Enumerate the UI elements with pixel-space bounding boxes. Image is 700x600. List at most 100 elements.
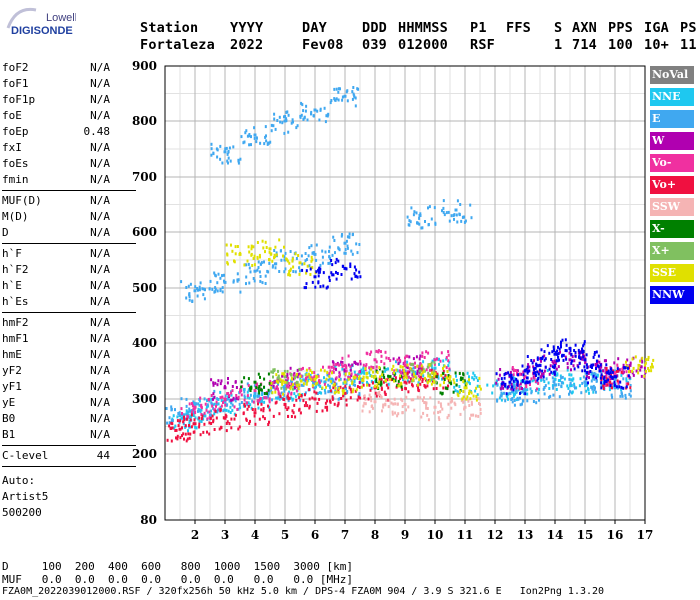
echo-pixel xyxy=(332,235,335,239)
echo-pixel xyxy=(166,421,169,425)
echo-pixel xyxy=(429,363,432,367)
echo-pixel xyxy=(543,358,546,362)
echo-pixel xyxy=(191,402,193,406)
echo-pixel xyxy=(284,267,287,271)
autoscale-text-2: 500200 xyxy=(2,506,42,519)
echo-pixel xyxy=(428,379,431,383)
data-point xyxy=(298,261,302,265)
echo-pixel xyxy=(291,257,294,261)
param-label: fxI xyxy=(2,141,22,154)
echo-pixel xyxy=(317,374,320,378)
echo-pixel xyxy=(253,263,256,267)
echo-pixel xyxy=(308,388,311,392)
echo-pixel xyxy=(212,392,215,396)
echo-pixel xyxy=(621,394,624,398)
echo-pixel xyxy=(470,216,473,220)
echo-pixel xyxy=(400,397,403,401)
param-value: N/A xyxy=(90,348,110,361)
echo-pixel xyxy=(360,385,363,389)
data-point xyxy=(403,380,407,384)
echo-pixel xyxy=(523,376,526,380)
echo-pixel xyxy=(503,376,506,380)
echo-pixel xyxy=(385,379,387,383)
echo-pixel xyxy=(359,396,362,400)
echo-pixel xyxy=(225,243,228,247)
echo-pixel xyxy=(444,386,447,390)
echo-pixel xyxy=(329,101,332,105)
echo-pixel xyxy=(566,384,569,388)
echo-pixel xyxy=(399,377,401,381)
echo-pixel xyxy=(558,358,560,362)
echo-pixel xyxy=(300,367,303,371)
series-nnw xyxy=(301,257,630,396)
echo-pixel xyxy=(213,408,216,412)
data-point xyxy=(343,94,347,98)
echo-pixel xyxy=(281,121,284,125)
echo-pixel xyxy=(408,380,411,384)
param-label: hmE xyxy=(2,348,22,361)
echo-pixel xyxy=(335,376,338,380)
echo-pixel xyxy=(381,373,383,377)
echo-pixel xyxy=(616,379,619,383)
param-label: foF1p xyxy=(2,93,36,106)
echo-pixel xyxy=(417,383,419,387)
echo-pixel xyxy=(385,356,388,360)
echo-pixel xyxy=(520,380,523,384)
echo-pixel xyxy=(380,387,383,391)
echo-pixel xyxy=(248,250,251,254)
echo-pixel xyxy=(602,384,605,388)
echo-pixel xyxy=(544,365,547,369)
echo-pixel xyxy=(640,365,643,369)
echo-pixel xyxy=(201,287,204,291)
echo-pixel xyxy=(321,249,324,253)
echo-pixel xyxy=(443,378,446,381)
echo-pixel xyxy=(226,261,229,265)
param-label: hmF2 xyxy=(2,316,29,329)
echo-pixel xyxy=(203,297,206,301)
echo-pixel xyxy=(242,141,245,145)
echo-pixel xyxy=(573,384,576,388)
echo-pixel xyxy=(178,411,181,415)
echo-pixel xyxy=(433,379,435,383)
echo-pixel xyxy=(179,436,182,440)
echo-pixel xyxy=(280,386,283,390)
echo-pixel xyxy=(181,426,183,430)
echo-pixel xyxy=(315,376,318,379)
echo-pixel xyxy=(188,295,191,299)
echo-pixel xyxy=(319,263,322,267)
echo-pixel xyxy=(168,424,171,428)
echo-pixel xyxy=(467,399,470,403)
echo-pixel xyxy=(613,378,616,382)
echo-pixel xyxy=(230,398,233,402)
echo-pixel xyxy=(306,379,309,383)
echo-pixel xyxy=(195,426,198,430)
echo-pixel xyxy=(470,391,473,395)
echo-pixel xyxy=(513,384,516,388)
echo-pixel xyxy=(206,417,209,421)
echo-pixel xyxy=(552,380,555,384)
echo-pixel xyxy=(225,403,228,407)
echo-pixel xyxy=(347,377,350,381)
echo-pixel xyxy=(242,404,245,408)
echo-pixel xyxy=(214,381,217,385)
echo-pixel xyxy=(259,275,262,278)
echo-pixel xyxy=(198,403,201,407)
echo-pixel xyxy=(236,272,239,276)
echo-pixel xyxy=(465,382,468,386)
echo-pixel xyxy=(640,374,643,378)
echo-pixel xyxy=(448,219,451,223)
echo-pixel xyxy=(588,370,591,374)
echo-pixel xyxy=(403,369,405,373)
echo-pixel xyxy=(224,398,227,402)
echo-pixel xyxy=(300,379,302,383)
echo-pixel xyxy=(210,394,213,397)
echo-pixel xyxy=(591,387,594,391)
echo-pixel xyxy=(423,384,426,387)
echo-pixel xyxy=(420,372,423,376)
header-label-2: DAY xyxy=(302,20,327,36)
echo-pixel xyxy=(617,357,620,361)
echo-pixel xyxy=(454,389,457,393)
echo-pixel xyxy=(345,239,348,243)
echo-pixel xyxy=(463,379,466,383)
